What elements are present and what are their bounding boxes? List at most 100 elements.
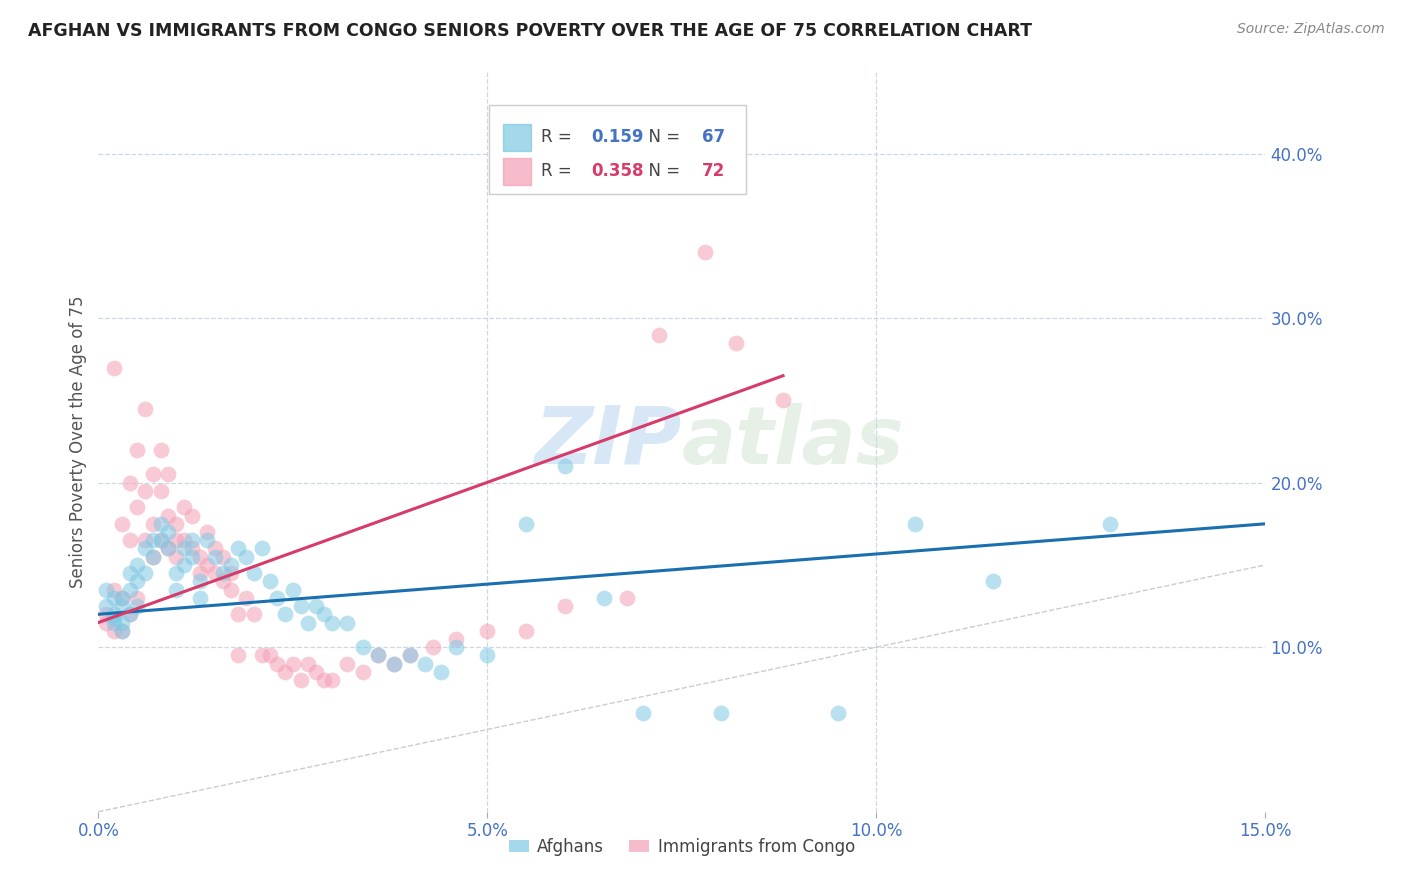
- Point: [446, 632, 468, 646]
- Point: [204, 566, 226, 581]
- Point: [297, 615, 319, 630]
- Point: [321, 673, 343, 687]
- Point: [134, 566, 156, 581]
- Point: [305, 599, 328, 613]
- Point: [180, 541, 202, 556]
- Point: [165, 566, 187, 581]
- Point: [142, 549, 165, 564]
- Point: [188, 574, 211, 589]
- Point: [305, 665, 328, 679]
- Point: [554, 459, 576, 474]
- Point: [422, 640, 444, 655]
- Point: [250, 648, 273, 663]
- Point: [142, 516, 165, 531]
- Point: [127, 599, 149, 613]
- Point: [219, 558, 242, 572]
- Point: [149, 516, 172, 531]
- Point: [1098, 516, 1121, 531]
- Text: ZIP: ZIP: [534, 402, 682, 481]
- Point: [142, 467, 165, 482]
- Point: [243, 607, 266, 622]
- Text: N =: N =: [637, 128, 685, 146]
- Point: [290, 599, 312, 613]
- Text: atlas: atlas: [682, 402, 904, 481]
- Point: [180, 549, 202, 564]
- Point: [118, 582, 141, 597]
- Text: Source: ZipAtlas.com: Source: ZipAtlas.com: [1237, 22, 1385, 37]
- Point: [118, 533, 141, 548]
- Point: [142, 533, 165, 548]
- Point: [118, 607, 141, 622]
- Point: [710, 706, 733, 720]
- Point: [413, 657, 436, 671]
- Point: [180, 508, 202, 523]
- Point: [111, 624, 134, 638]
- Point: [631, 706, 654, 720]
- Point: [149, 483, 172, 498]
- Point: [228, 648, 250, 663]
- Point: [111, 516, 134, 531]
- Point: [250, 541, 273, 556]
- Point: [312, 673, 335, 687]
- Point: [188, 549, 211, 564]
- Point: [103, 624, 125, 638]
- Point: [188, 591, 211, 605]
- Point: [165, 549, 187, 564]
- Point: [111, 591, 134, 605]
- Point: [429, 665, 451, 679]
- Text: 67: 67: [702, 128, 725, 146]
- Point: [212, 574, 235, 589]
- Point: [228, 541, 250, 556]
- Point: [398, 648, 420, 663]
- Point: [235, 549, 257, 564]
- Point: [725, 335, 748, 350]
- Point: [165, 582, 187, 597]
- Point: [647, 327, 669, 342]
- Point: [195, 533, 218, 548]
- Point: [134, 401, 156, 416]
- Point: [554, 599, 576, 613]
- Point: [127, 500, 149, 515]
- Point: [695, 245, 717, 260]
- Point: [367, 648, 389, 663]
- Point: [103, 610, 125, 624]
- Point: [149, 533, 172, 548]
- Point: [219, 582, 242, 597]
- Point: [111, 599, 134, 613]
- Point: [321, 615, 343, 630]
- Legend: Afghans, Immigrants from Congo: Afghans, Immigrants from Congo: [502, 831, 862, 863]
- Y-axis label: Seniors Poverty Over the Age of 75: Seniors Poverty Over the Age of 75: [69, 295, 87, 588]
- Point: [904, 516, 927, 531]
- Point: [446, 640, 468, 655]
- Point: [188, 566, 211, 581]
- Point: [195, 558, 218, 572]
- Point: [290, 673, 312, 687]
- Point: [118, 607, 141, 622]
- Point: [336, 615, 359, 630]
- Point: [515, 624, 537, 638]
- Point: [616, 591, 638, 605]
- Point: [259, 648, 281, 663]
- Point: [165, 516, 187, 531]
- Point: [398, 648, 420, 663]
- Point: [127, 558, 149, 572]
- Point: [127, 442, 149, 457]
- Text: R =: R =: [541, 128, 576, 146]
- Point: [134, 533, 156, 548]
- Point: [157, 524, 180, 539]
- Point: [180, 533, 202, 548]
- Point: [281, 582, 304, 597]
- Point: [157, 508, 180, 523]
- Point: [336, 657, 359, 671]
- Point: [981, 574, 1004, 589]
- Point: [157, 467, 180, 482]
- Text: R =: R =: [541, 162, 576, 180]
- Point: [157, 541, 180, 556]
- Point: [204, 541, 226, 556]
- Point: [274, 665, 297, 679]
- Point: [212, 566, 235, 581]
- Text: 0.358: 0.358: [591, 162, 644, 180]
- Point: [195, 524, 218, 539]
- Point: [382, 657, 405, 671]
- Point: [103, 582, 125, 597]
